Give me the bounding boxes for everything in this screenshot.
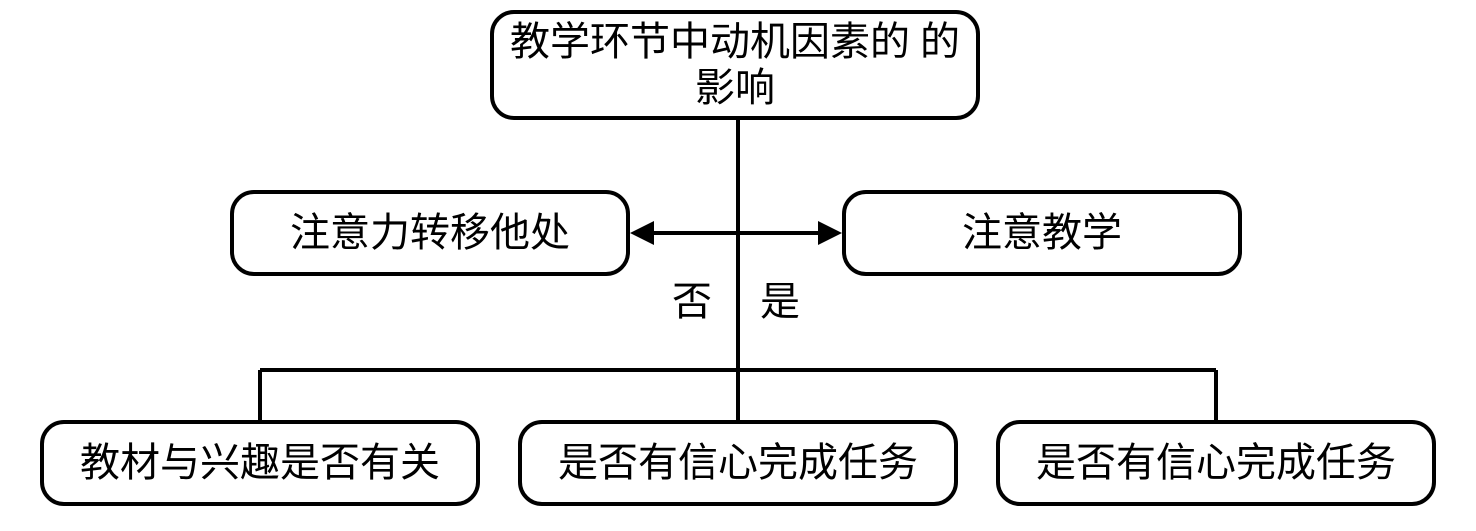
node-bottom-3-text: 是否有信心完成任务	[1036, 440, 1396, 486]
node-root: 教学环节中动机因素的 的影响	[490, 10, 980, 120]
node-bottom-2-text: 是否有信心完成任务	[558, 440, 918, 486]
node-bottom-2: 是否有信心完成任务	[518, 420, 958, 506]
label-no: 否	[672, 282, 712, 322]
node-root-text: 教学环节中动机因素的 的影响	[504, 19, 966, 111]
node-right-text: 注意教学	[962, 210, 1122, 256]
node-left-text: 注意力转移他处	[290, 210, 570, 256]
node-bottom-1-text: 教材与兴趣是否有关	[80, 440, 440, 486]
node-bottom-3: 是否有信心完成任务	[996, 420, 1436, 506]
node-right-attention-teach: 注意教学	[842, 190, 1242, 276]
node-bottom-1: 教材与兴趣是否有关	[40, 420, 480, 506]
label-yes: 是	[760, 282, 800, 322]
node-left-attention-shift: 注意力转移他处	[230, 190, 630, 276]
